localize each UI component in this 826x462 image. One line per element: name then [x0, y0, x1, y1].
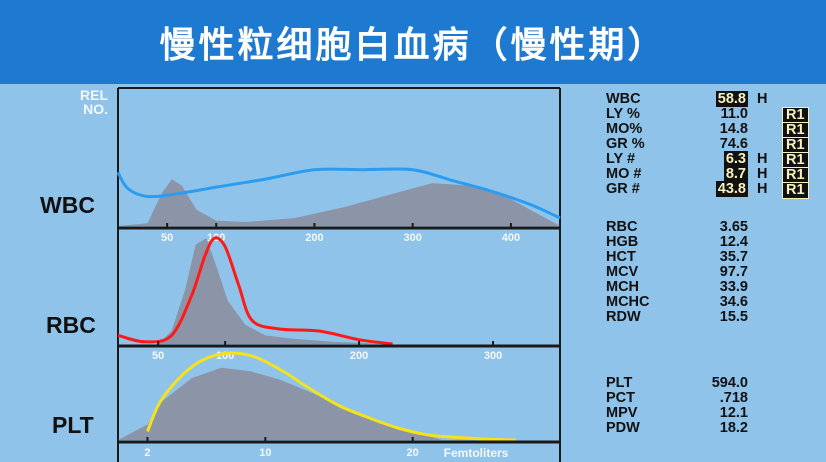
result-value: 97.7 — [719, 264, 748, 280]
plt-tick-label: 10 — [259, 447, 271, 459]
result-value: 34.6 — [719, 294, 748, 310]
result-name: GR % — [606, 136, 645, 152]
result-value: 3.65 — [719, 219, 748, 235]
wbc-curve-line — [116, 167, 561, 220]
wbc-tick-label: 300 — [403, 232, 421, 244]
rbc-tick-label: 200 — [350, 350, 368, 362]
result-r1-badge: R1 — [782, 122, 809, 139]
x-axis-label-femtoliters: Femtoliters — [444, 446, 509, 460]
wbc-panel-label: WBC — [40, 192, 95, 218]
result-name: PDW — [606, 420, 640, 436]
result-value: 8.7 — [723, 166, 748, 182]
result-high-flag: H — [757, 151, 768, 167]
page-title: 慢性粒细胞白血病（慢性期） — [0, 0, 826, 84]
result-name: MO # — [606, 166, 642, 182]
rel-no-label: REL NO. — [66, 88, 108, 116]
result-value: 35.7 — [719, 249, 748, 265]
result-value: 12.4 — [719, 234, 748, 250]
rbc-panel-label: RBC — [46, 312, 96, 338]
result-value: 14.8 — [719, 121, 748, 137]
result-name: PCT — [606, 390, 635, 406]
result-name: MCV — [606, 264, 639, 280]
result-r1-badge: R1 — [782, 167, 809, 184]
result-name: PLT — [606, 375, 633, 391]
wbc-tick-label: 400 — [502, 232, 520, 244]
result-name: MCHC — [606, 294, 650, 310]
result-name: RBC — [606, 219, 638, 235]
plt-tick-label: 20 — [407, 447, 419, 459]
result-name: WBC — [606, 91, 641, 107]
result-name: HGB — [606, 234, 639, 250]
rel-label-line-1: REL — [80, 87, 108, 103]
wbc-tick-label: 200 — [305, 232, 323, 244]
plt-curve-line — [146, 351, 516, 442]
rbc-tick-label: 50 — [152, 350, 164, 362]
result-value: 594.0 — [711, 375, 748, 391]
result-value: 6.3 — [723, 151, 748, 167]
result-high-flag: H — [757, 91, 768, 107]
result-name: RDW — [606, 309, 641, 325]
result-name: LY # — [606, 151, 636, 167]
result-r1-badge: R1 — [782, 137, 809, 154]
rbc-curve-line — [117, 236, 393, 346]
wbc-histogram-fill — [118, 179, 560, 226]
rel-label-line-2: NO. — [83, 101, 108, 117]
result-name: LY % — [606, 106, 640, 122]
result-r1-badge: R1 — [782, 182, 809, 199]
result-name: GR # — [606, 181, 640, 197]
result-value: 74.6 — [719, 136, 748, 152]
plt-panel-label: PLT — [52, 412, 94, 438]
result-value: 11.0 — [720, 106, 748, 122]
result-value: 15.5 — [719, 309, 748, 325]
result-name: MCH — [606, 279, 640, 295]
result-high-flag: H — [757, 166, 768, 182]
plt-tick-label: 2 — [144, 447, 150, 459]
result-value: 58.8 — [715, 91, 748, 107]
rbc-tick-label: 300 — [484, 350, 502, 362]
result-high-flag: H — [757, 181, 768, 197]
wbc-tick-label: 50 — [161, 232, 173, 244]
result-name: MPV — [606, 405, 638, 421]
result-name: MO% — [606, 121, 643, 137]
result-value: 12.1 — [719, 405, 748, 421]
result-value: 18.2 — [719, 420, 748, 436]
result-value: 33.9 — [719, 279, 748, 295]
plt-histogram-fill — [118, 367, 443, 440]
rbc-histogram-fill — [118, 238, 386, 344]
result-name: HCT — [606, 249, 636, 265]
result-value: 43.8 — [715, 181, 748, 197]
result-value: .718 — [719, 390, 748, 406]
